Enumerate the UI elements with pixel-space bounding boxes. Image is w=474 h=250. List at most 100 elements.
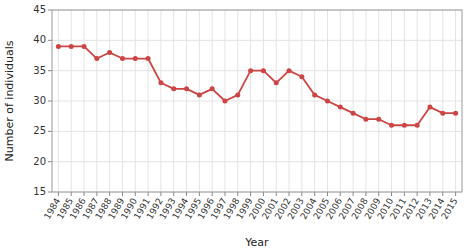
point: [389, 123, 394, 128]
point: [146, 56, 151, 61]
x-tick: [58, 192, 59, 196]
x-grid-line: [199, 10, 200, 192]
x-tick: [327, 192, 328, 196]
point: [261, 68, 266, 73]
point: [274, 80, 279, 85]
y-tick-label: 40: [33, 34, 46, 45]
point: [351, 111, 356, 116]
point: [133, 56, 138, 61]
x-grid-line: [148, 10, 149, 192]
point: [120, 56, 125, 61]
x-tick: [224, 192, 225, 196]
x-tick: [186, 192, 187, 196]
y-tick-label: 30: [33, 95, 46, 106]
point: [299, 74, 304, 79]
y-tick: [48, 70, 52, 71]
x-tick: [340, 192, 341, 196]
x-tick: [378, 192, 379, 196]
point: [453, 111, 458, 116]
x-tick: [237, 192, 238, 196]
y-grid-line: [52, 40, 462, 41]
y-tick-label: 25: [33, 125, 46, 136]
plot-background: [52, 10, 462, 192]
x-tick: [455, 192, 456, 196]
y-tick: [48, 131, 52, 132]
y-tick: [48, 10, 52, 11]
x-tick: [442, 192, 443, 196]
point: [376, 117, 381, 122]
x-tick: [314, 192, 315, 196]
x-tick: [250, 192, 251, 196]
x-grid-line: [135, 10, 136, 192]
point: [107, 50, 112, 55]
line: [58, 46, 455, 125]
point: [210, 86, 215, 91]
x-tick: [109, 192, 110, 196]
x-tick-label: 2015: [439, 196, 459, 221]
y-grid-line: [52, 161, 462, 162]
x-tick: [96, 192, 97, 196]
x-tick: [365, 192, 366, 196]
x-grid-line: [160, 10, 161, 192]
x-tick: [353, 192, 354, 196]
x-tick: [263, 192, 264, 196]
point: [427, 105, 432, 110]
x-tick: [391, 192, 392, 196]
x-tick: [122, 192, 123, 196]
chart: 1520253035404519841985198619871988198919…: [0, 0, 474, 250]
x-tick: [135, 192, 136, 196]
point: [235, 92, 240, 97]
point: [94, 56, 99, 61]
x-tick: [289, 192, 290, 196]
x-tick: [148, 192, 149, 196]
x-tick: [417, 192, 418, 196]
x-grid-line: [122, 10, 123, 192]
x-grid-line: [212, 10, 213, 192]
x-grid-line: [276, 10, 277, 192]
x-tick: [160, 192, 161, 196]
x-tick: [429, 192, 430, 196]
y-tick: [48, 101, 52, 102]
y-tick: [48, 40, 52, 41]
x-grid-line: [429, 10, 430, 192]
y-tick: [48, 161, 52, 162]
axes: 1520253035404519841985198619871988198919…: [33, 4, 462, 221]
y-grid-line: [52, 101, 462, 102]
x-grid-line: [391, 10, 392, 192]
x-grid-line: [314, 10, 315, 192]
point: [69, 44, 74, 49]
x-grid-line: [378, 10, 379, 192]
x-axis-label: Year: [244, 236, 269, 249]
point: [171, 86, 176, 91]
y-tick-label: 45: [33, 4, 46, 15]
x-grid-line: [263, 10, 264, 192]
grid: [52, 10, 462, 192]
y-axis-label: Number of individuals: [3, 40, 16, 161]
point: [184, 86, 189, 91]
x-grid-line: [84, 10, 85, 192]
x-grid-line: [353, 10, 354, 192]
point: [402, 123, 407, 128]
x-grid-line: [96, 10, 97, 192]
x-grid-line: [173, 10, 174, 192]
point: [440, 111, 445, 116]
y-tick-label: 20: [33, 156, 46, 167]
x-tick: [212, 192, 213, 196]
x-grid-line: [71, 10, 72, 192]
plot-frame: [52, 10, 462, 192]
point: [158, 80, 163, 85]
point: [415, 123, 420, 128]
point: [312, 92, 317, 97]
x-grid-line: [340, 10, 341, 192]
x-grid-line: [186, 10, 187, 192]
x-tick: [276, 192, 277, 196]
x-grid-line: [417, 10, 418, 192]
x-grid-line: [442, 10, 443, 192]
x-grid-line: [404, 10, 405, 192]
point: [325, 99, 330, 104]
x-grid-line: [365, 10, 366, 192]
point: [56, 44, 61, 49]
x-grid-line: [455, 10, 456, 192]
x-tick: [199, 192, 200, 196]
x-tick: [173, 192, 174, 196]
